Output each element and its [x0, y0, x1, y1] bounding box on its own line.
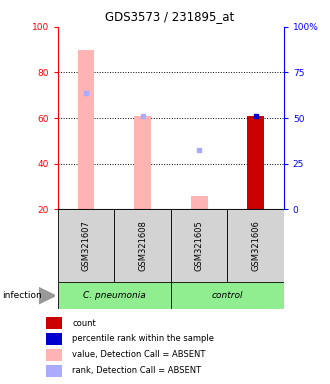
Bar [78, 50, 94, 209]
Text: GSM321606: GSM321606 [251, 220, 260, 271]
Text: count: count [72, 319, 96, 328]
Text: GSM321607: GSM321607 [82, 220, 90, 271]
Text: control: control [212, 291, 243, 300]
Text: C. pneumonia: C. pneumonia [83, 291, 146, 300]
Text: value, Detection Call = ABSENT: value, Detection Call = ABSENT [72, 350, 206, 359]
Bar [171, 209, 227, 282]
Bar [47, 365, 62, 377]
Bar [114, 209, 171, 282]
Bar [47, 349, 62, 361]
Bar [58, 209, 114, 282]
Bar [247, 116, 264, 209]
Text: percentile rank within the sample: percentile rank within the sample [72, 334, 214, 343]
Text: GSM321608: GSM321608 [138, 220, 147, 271]
Bar [134, 116, 151, 209]
Text: GDS3573 / 231895_at: GDS3573 / 231895_at [105, 10, 235, 23]
Bar [47, 317, 62, 329]
Text: infection: infection [2, 291, 41, 300]
Bar [190, 195, 208, 209]
Bar [58, 282, 171, 309]
Text: rank, Detection Call = ABSENT: rank, Detection Call = ABSENT [72, 366, 201, 376]
Polygon shape [39, 288, 55, 304]
Text: GSM321605: GSM321605 [194, 220, 204, 271]
Bar [227, 209, 284, 282]
Bar [47, 333, 62, 345]
Bar [171, 282, 284, 309]
